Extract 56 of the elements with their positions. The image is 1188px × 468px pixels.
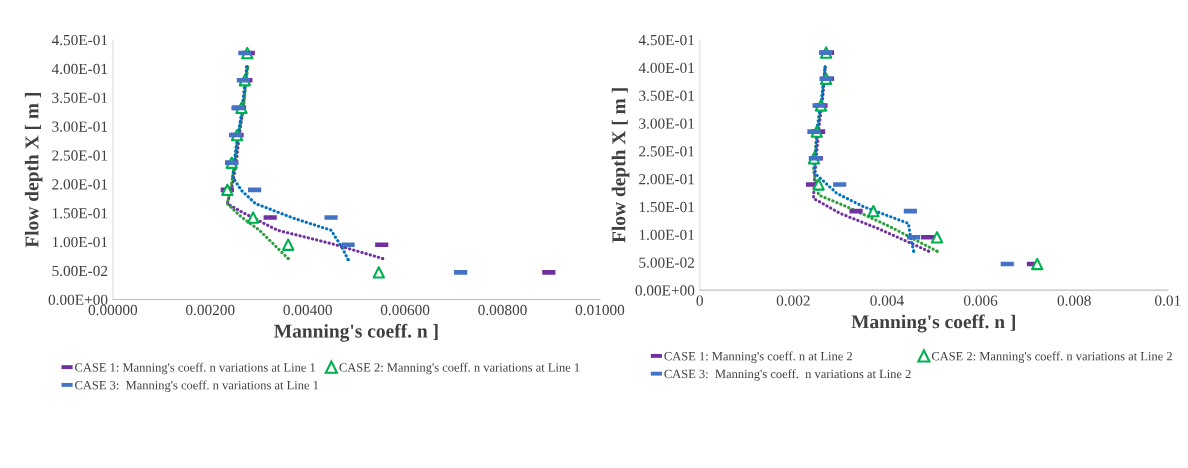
y-tick-label: 0.00E+00 <box>48 294 108 306</box>
point <box>381 257 385 261</box>
legend-label: CASE 1: Manning's coeff. n at Line 2 <box>664 351 852 363</box>
legend-label: CASE 3: Manning's coeff. n variations at Line 1 <box>75 380 319 392</box>
y-tick-label: 4.50E-01 <box>51 34 108 46</box>
y-axis-title: Flow depth X [ m ] <box>611 88 630 243</box>
y-tick-label: 2.00E-01 <box>639 174 694 185</box>
x-tick-label: 0.00400 <box>283 304 332 316</box>
point <box>930 231 944 244</box>
x-tick-label: 0.00600 <box>380 304 430 316</box>
y-tick-label: 1.50E-01 <box>639 201 694 213</box>
x-tick-label: 0.00000 <box>88 304 138 316</box>
point <box>221 183 234 197</box>
legend-label: CASE 2: Manning's coeff. n variations at Line 1 <box>339 362 580 375</box>
y-tick-label: 3.50E-01 <box>639 90 694 101</box>
y-tick-label: 3.50E-01 <box>52 92 108 104</box>
point <box>246 211 260 224</box>
x-tick-label: 0.01000 <box>575 304 625 316</box>
y-tick-label: 1.50E-01 <box>52 208 108 219</box>
point <box>867 204 880 218</box>
x-tick-label: 0 <box>696 295 703 306</box>
y-tick-label: 4.00E-01 <box>51 63 108 75</box>
x-axis-title: Manning's coeff. n ] <box>851 314 1015 333</box>
y-tick-label: 5.00E-02 <box>52 265 108 277</box>
x-axis-title: Manning's coeff. n ] <box>274 323 438 342</box>
point <box>812 178 825 191</box>
y-tick-label: 3.00E-01 <box>52 121 108 132</box>
point <box>286 257 290 261</box>
y-tick-label: 1.00E-01 <box>52 236 108 248</box>
x-tick-label: 0.002 <box>776 295 810 306</box>
point <box>346 258 350 262</box>
y-tick-label: 2.50E-01 <box>639 146 694 157</box>
legend-label: CASE 2: Manning's coeff. n variations at Line 2 <box>931 351 1172 363</box>
y-axis-title: Flow depth X [ m ] <box>24 93 43 248</box>
point <box>282 238 295 251</box>
legend-label: CASE 1: Manning's coeff. n variations at Line 1 <box>75 362 316 375</box>
legend-label: CASE 3: Manning's coeff. n variations at Line 2 <box>664 369 911 381</box>
x-tick-label: 0.004 <box>870 295 904 306</box>
y-tick-label: 3.00E-01 <box>639 118 694 129</box>
point <box>927 249 931 253</box>
y-tick-label: 1.00E-01 <box>639 229 694 241</box>
point <box>912 249 916 253</box>
point <box>1031 257 1044 271</box>
y-tick-label: 4.00E-01 <box>638 62 694 74</box>
y-tick-label: 5.00E-02 <box>639 257 695 268</box>
y-tick-label: 2.00E-01 <box>52 179 108 190</box>
x-tick-label: 0.006 <box>963 295 998 306</box>
y-tick-label: 2.50E-01 <box>52 150 108 161</box>
y-tick-label: 4.50E-01 <box>638 34 694 46</box>
x-tick-label: 0.00200 <box>186 304 235 316</box>
line-series <box>225 65 290 261</box>
point <box>372 266 385 279</box>
y-tick-label: 0.00E+00 <box>635 285 695 296</box>
x-tick-label: 0.01 <box>1155 295 1181 306</box>
x-tick-label: 0.00800 <box>478 304 527 316</box>
x-tick-label: 0.008 <box>1057 295 1091 306</box>
